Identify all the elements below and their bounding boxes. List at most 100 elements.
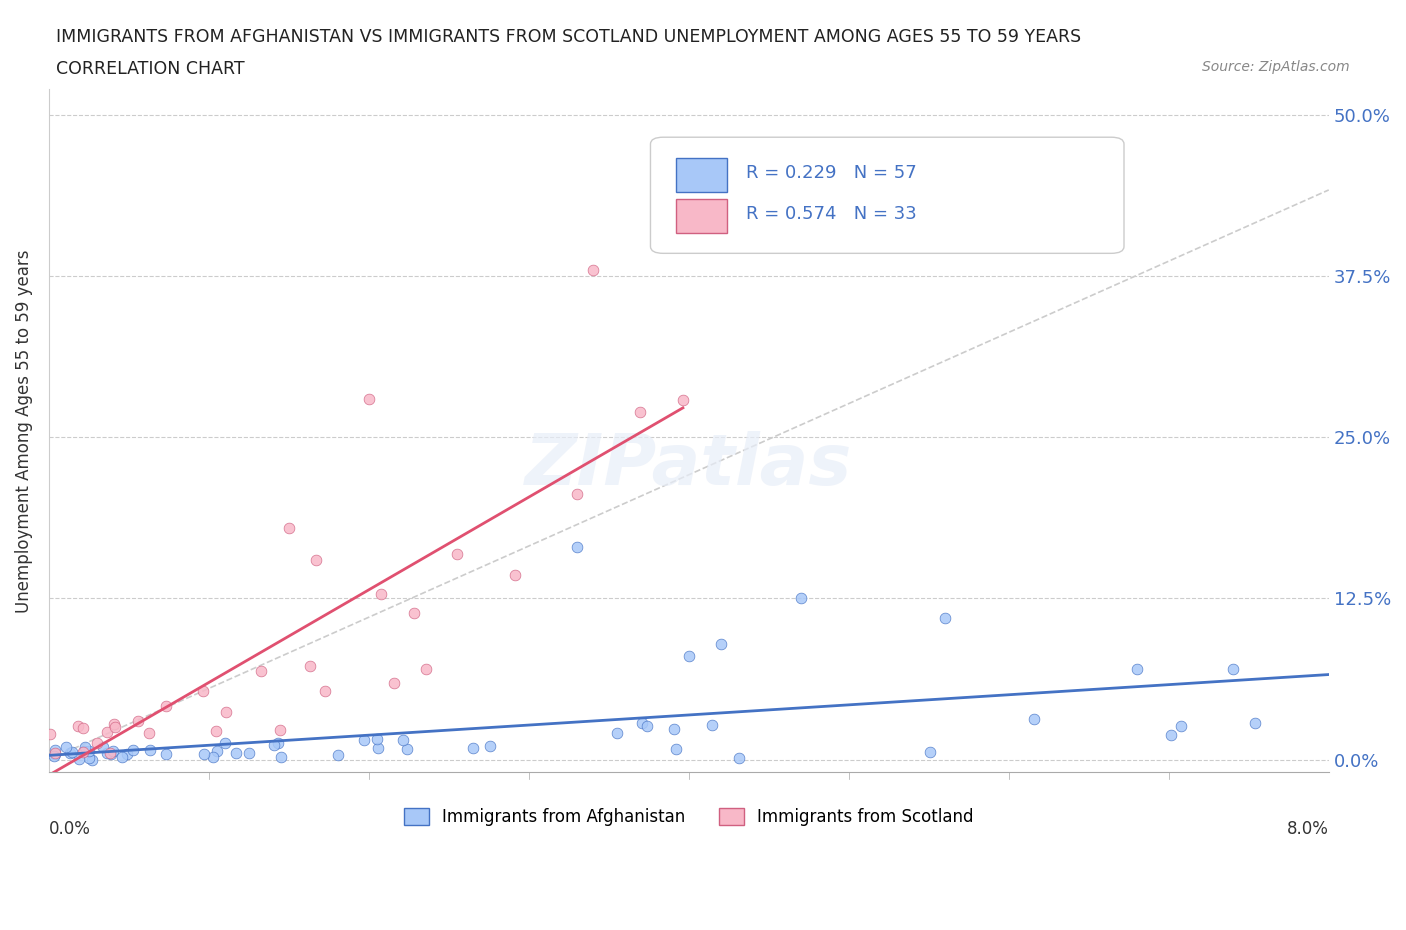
Immigrants from Afghanistan <box>270 750 292 764</box>
Immigrants from Afghanistan <box>69 751 91 766</box>
Immigrants from Scotland <box>582 262 605 277</box>
Immigrants from Afghanistan <box>263 737 285 752</box>
Immigrants from Scotland <box>155 698 177 713</box>
Immigrants from Scotland <box>98 746 121 761</box>
Text: Source: ZipAtlas.com: Source: ZipAtlas.com <box>1202 60 1350 74</box>
Immigrants from Afghanistan <box>1160 727 1182 742</box>
Immigrants from Afghanistan <box>115 747 138 762</box>
Immigrants from Scotland <box>278 520 301 535</box>
Immigrants from Scotland <box>314 684 336 698</box>
Text: 8.0%: 8.0% <box>1286 820 1329 838</box>
Immigrants from Afghanistan <box>678 649 700 664</box>
Immigrants from Scotland <box>415 661 437 676</box>
Immigrants from Afghanistan <box>91 740 114 755</box>
Immigrants from Afghanistan <box>934 610 956 625</box>
Text: IMMIGRANTS FROM AFGHANISTAN VS IMMIGRANTS FROM SCOTLAND UNEMPLOYMENT AMONG AGES : IMMIGRANTS FROM AFGHANISTAN VS IMMIGRANT… <box>56 28 1081 46</box>
Immigrants from Afghanistan <box>1022 711 1045 726</box>
Immigrants from Afghanistan <box>367 740 389 755</box>
Immigrants from Afghanistan <box>395 741 418 756</box>
Immigrants from Scotland <box>370 586 392 601</box>
Immigrants from Afghanistan <box>710 636 733 651</box>
Immigrants from Afghanistan <box>59 745 82 760</box>
Immigrants from Afghanistan <box>201 750 224 764</box>
Immigrants from Scotland <box>104 720 127 735</box>
Immigrants from Afghanistan <box>1126 662 1149 677</box>
Immigrants from Afghanistan <box>73 744 96 759</box>
Immigrants from Scotland <box>305 553 328 568</box>
Immigrants from Afghanistan <box>1243 715 1265 730</box>
Immigrants from Afghanistan <box>463 740 485 755</box>
Immigrants from Afghanistan <box>80 752 103 767</box>
Immigrants from Afghanistan <box>96 746 118 761</box>
Immigrants from Afghanistan <box>44 747 66 762</box>
Immigrants from Scotland <box>86 735 108 750</box>
Immigrants from Scotland <box>628 405 651 420</box>
Immigrants from Scotland <box>672 393 695 408</box>
Immigrants from Afghanistan <box>55 739 77 754</box>
Immigrants from Scotland <box>72 721 94 736</box>
Immigrants from Afghanistan <box>918 745 941 760</box>
Immigrants from Afghanistan <box>479 738 502 753</box>
Immigrants from Afghanistan <box>630 716 652 731</box>
Immigrants from Afghanistan <box>366 732 388 747</box>
Immigrants from Afghanistan <box>1170 718 1192 733</box>
Immigrants from Scotland <box>404 605 426 620</box>
Immigrants from Scotland <box>72 745 94 760</box>
Immigrants from Scotland <box>503 567 526 582</box>
Immigrants from Afghanistan <box>565 539 588 554</box>
Immigrants from Afghanistan <box>392 732 415 747</box>
Immigrants from Afghanistan <box>100 747 122 762</box>
Immigrants from Afghanistan <box>700 718 723 733</box>
Immigrants from Afghanistan <box>111 749 134 764</box>
Text: R = 0.229   N = 57: R = 0.229 N = 57 <box>747 165 917 182</box>
Immigrants from Afghanistan <box>139 743 162 758</box>
Immigrants from Afghanistan <box>326 748 349 763</box>
Text: ZIPatlas: ZIPatlas <box>526 431 852 499</box>
Bar <box>676 199 727 232</box>
Immigrants from Scotland <box>204 724 226 738</box>
Immigrants from Afghanistan <box>790 591 813 606</box>
Text: R = 0.574   N = 33: R = 0.574 N = 33 <box>747 206 917 223</box>
Immigrants from Afghanistan <box>44 743 66 758</box>
Immigrants from Scotland <box>127 713 149 728</box>
Immigrants from Afghanistan <box>77 743 100 758</box>
Immigrants from Afghanistan <box>122 743 145 758</box>
Immigrants from Afghanistan <box>353 732 375 747</box>
Immigrants from Scotland <box>44 746 66 761</box>
Legend: Immigrants from Afghanistan, Immigrants from Scotland: Immigrants from Afghanistan, Immigrants … <box>398 801 980 832</box>
Immigrants from Scotland <box>446 547 468 562</box>
Text: CORRELATION CHART: CORRELATION CHART <box>56 60 245 78</box>
Immigrants from Afghanistan <box>728 751 751 765</box>
Immigrants from Scotland <box>66 718 89 733</box>
Immigrants from Afghanistan <box>103 743 125 758</box>
Immigrants from Afghanistan <box>214 736 236 751</box>
Bar <box>676 158 727 192</box>
Immigrants from Afghanistan <box>238 746 260 761</box>
Immigrants from Afghanistan <box>155 746 177 761</box>
Immigrants from Afghanistan <box>1222 662 1244 677</box>
Y-axis label: Unemployment Among Ages 55 to 59 years: Unemployment Among Ages 55 to 59 years <box>15 249 32 613</box>
Immigrants from Scotland <box>357 392 380 406</box>
Immigrants from Scotland <box>565 486 588 501</box>
Immigrants from Scotland <box>191 684 214 698</box>
Immigrants from Afghanistan <box>636 718 658 733</box>
Immigrants from Scotland <box>215 705 238 720</box>
Text: 0.0%: 0.0% <box>49 820 91 838</box>
Immigrants from Afghanistan <box>606 726 628 741</box>
Immigrants from Afghanistan <box>75 740 97 755</box>
Immigrants from Scotland <box>96 724 118 739</box>
Immigrants from Afghanistan <box>44 748 66 763</box>
Immigrants from Scotland <box>138 725 160 740</box>
Immigrants from Scotland <box>250 664 273 679</box>
Immigrants from Afghanistan <box>193 747 215 762</box>
Immigrants from Scotland <box>103 717 125 732</box>
Immigrants from Scotland <box>38 726 60 741</box>
Immigrants from Afghanistan <box>225 746 247 761</box>
Immigrants from Scotland <box>269 723 291 737</box>
Immigrants from Afghanistan <box>77 751 100 765</box>
Immigrants from Afghanistan <box>267 736 290 751</box>
Immigrants from Afghanistan <box>662 721 685 736</box>
Immigrants from Afghanistan <box>60 745 83 760</box>
Immigrants from Afghanistan <box>665 741 688 756</box>
Immigrants from Scotland <box>299 658 322 673</box>
